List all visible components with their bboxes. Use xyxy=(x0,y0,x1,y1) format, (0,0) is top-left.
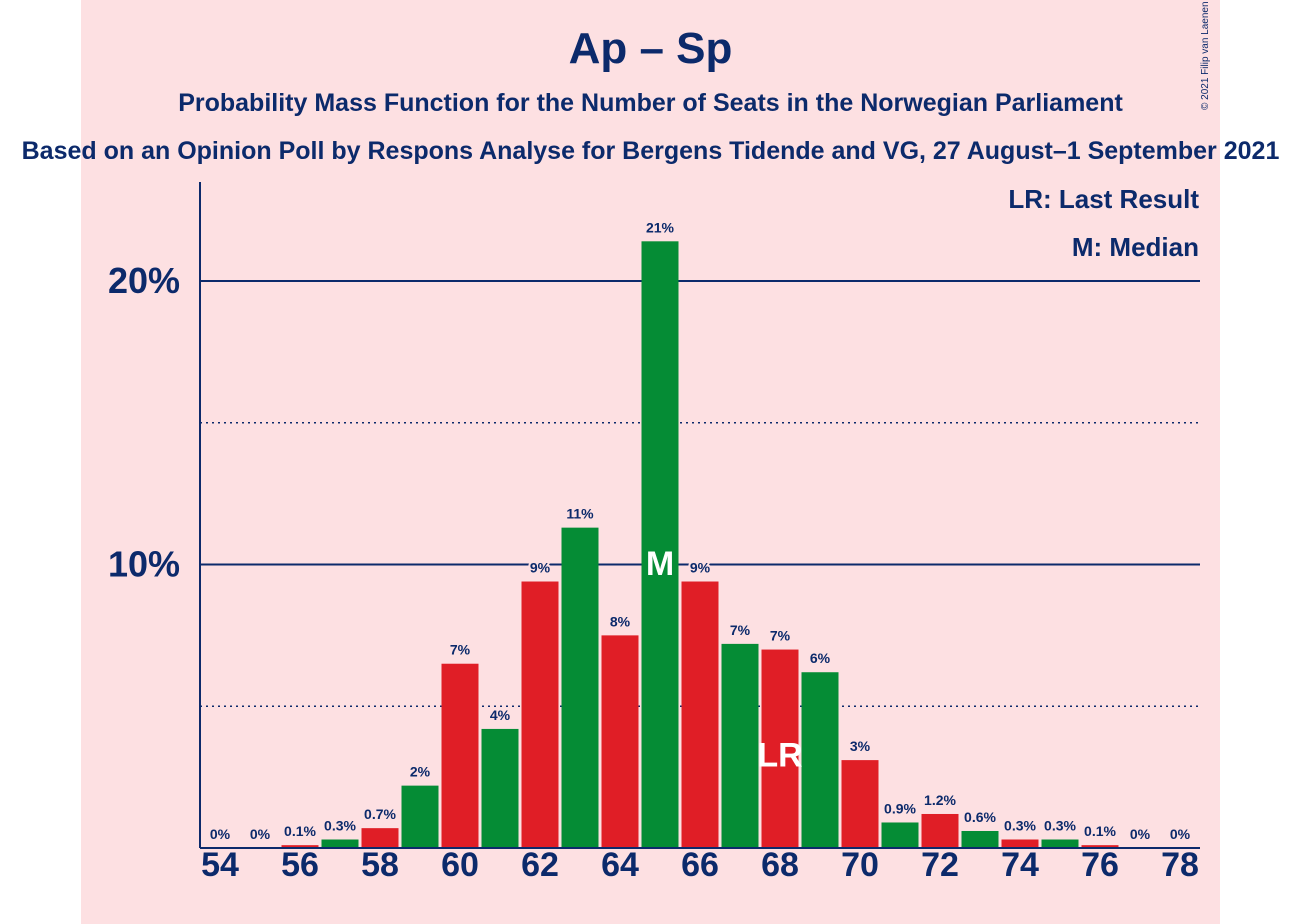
bar-seats-71 xyxy=(881,822,919,848)
data-label-seats-64: 8% xyxy=(610,613,631,629)
last-result-marker: LR xyxy=(757,737,802,775)
median-marker: M xyxy=(646,545,674,583)
data-label-seats-62: 9% xyxy=(530,560,551,576)
data-label-seats-57: 0.3% xyxy=(324,817,356,833)
data-label-seats-68: 7% xyxy=(770,628,791,644)
chart-subtitle: Probability Mass Function for the Number… xyxy=(178,89,1123,117)
x-tick-label: 66 xyxy=(681,846,719,884)
bar-seats-57 xyxy=(321,839,359,848)
data-label-seats-54: 0% xyxy=(210,826,231,842)
y-tick-label: 10% xyxy=(108,544,180,585)
data-label-seats-78: 0% xyxy=(1170,826,1191,842)
data-label-seats-67: 7% xyxy=(730,622,751,638)
bar-seats-56 xyxy=(281,845,319,848)
data-label-seats-76: 0.1% xyxy=(1084,823,1116,839)
x-tick-label: 70 xyxy=(841,846,879,884)
data-label-seats-73: 0.6% xyxy=(964,809,996,825)
x-tick-label: 74 xyxy=(1001,846,1039,884)
data-label-seats-65: 21% xyxy=(646,219,675,235)
bar-seats-62 xyxy=(521,581,559,848)
bar-seats-58 xyxy=(361,828,399,848)
bar-seats-64 xyxy=(601,635,639,848)
x-tick-label: 68 xyxy=(761,846,799,884)
bar-seats-61 xyxy=(481,728,519,848)
x-tick-label: 58 xyxy=(361,846,399,884)
x-tick-label: 62 xyxy=(521,846,559,884)
y-tick-label: 20% xyxy=(108,260,180,301)
x-tick-label: 72 xyxy=(921,846,959,884)
bar-seats-72 xyxy=(921,813,959,848)
bar-seats-76 xyxy=(1081,845,1119,848)
data-label-seats-66: 9% xyxy=(690,560,711,576)
x-tick-label: 60 xyxy=(441,846,479,884)
bar-seats-67 xyxy=(721,643,759,848)
legend-median: M: Median xyxy=(1071,232,1199,262)
bar-seats-65 xyxy=(641,241,679,848)
bar-seats-63 xyxy=(561,527,599,848)
data-label-seats-75: 0.3% xyxy=(1044,817,1076,833)
data-label-seats-61: 4% xyxy=(490,707,511,723)
data-label-seats-63: 11% xyxy=(566,506,594,522)
legend-last-result: LR: Last Result xyxy=(1008,184,1199,214)
data-label-seats-59: 2% xyxy=(410,764,431,780)
bar-seats-73 xyxy=(961,830,999,848)
data-label-seats-60: 7% xyxy=(450,642,471,658)
data-label-seats-55: 0% xyxy=(250,826,271,842)
bar-seats-68 xyxy=(761,649,799,848)
data-label-seats-72: 1.2% xyxy=(924,792,956,808)
data-label-seats-71: 0.9% xyxy=(884,800,916,816)
bar-seats-70 xyxy=(841,760,879,848)
bar-seats-74 xyxy=(1001,839,1039,848)
x-tick-label: 56 xyxy=(281,846,319,884)
bar-seats-60 xyxy=(441,663,479,848)
bar-seats-66 xyxy=(681,581,719,848)
x-tick-label: 76 xyxy=(1081,846,1119,884)
data-label-seats-70: 3% xyxy=(850,738,871,754)
chart-source-subtitle: Based on an Opinion Poll by Respons Anal… xyxy=(21,137,1280,165)
x-tick-label: 54 xyxy=(201,846,239,884)
bar-seats-75 xyxy=(1041,839,1079,848)
data-label-seats-58: 0.7% xyxy=(364,806,396,822)
data-label-seats-56: 0.1% xyxy=(284,823,316,839)
bar-seats-69 xyxy=(801,672,839,848)
data-label-seats-77: 0% xyxy=(1130,826,1151,842)
x-tick-label: 64 xyxy=(601,846,639,884)
data-label-seats-69: 6% xyxy=(810,650,831,666)
chart-title: Ap – Sp xyxy=(568,24,733,73)
bar-seats-59 xyxy=(401,785,439,848)
data-label-seats-74: 0.3% xyxy=(1004,817,1036,833)
x-tick-label: 78 xyxy=(1161,846,1199,884)
